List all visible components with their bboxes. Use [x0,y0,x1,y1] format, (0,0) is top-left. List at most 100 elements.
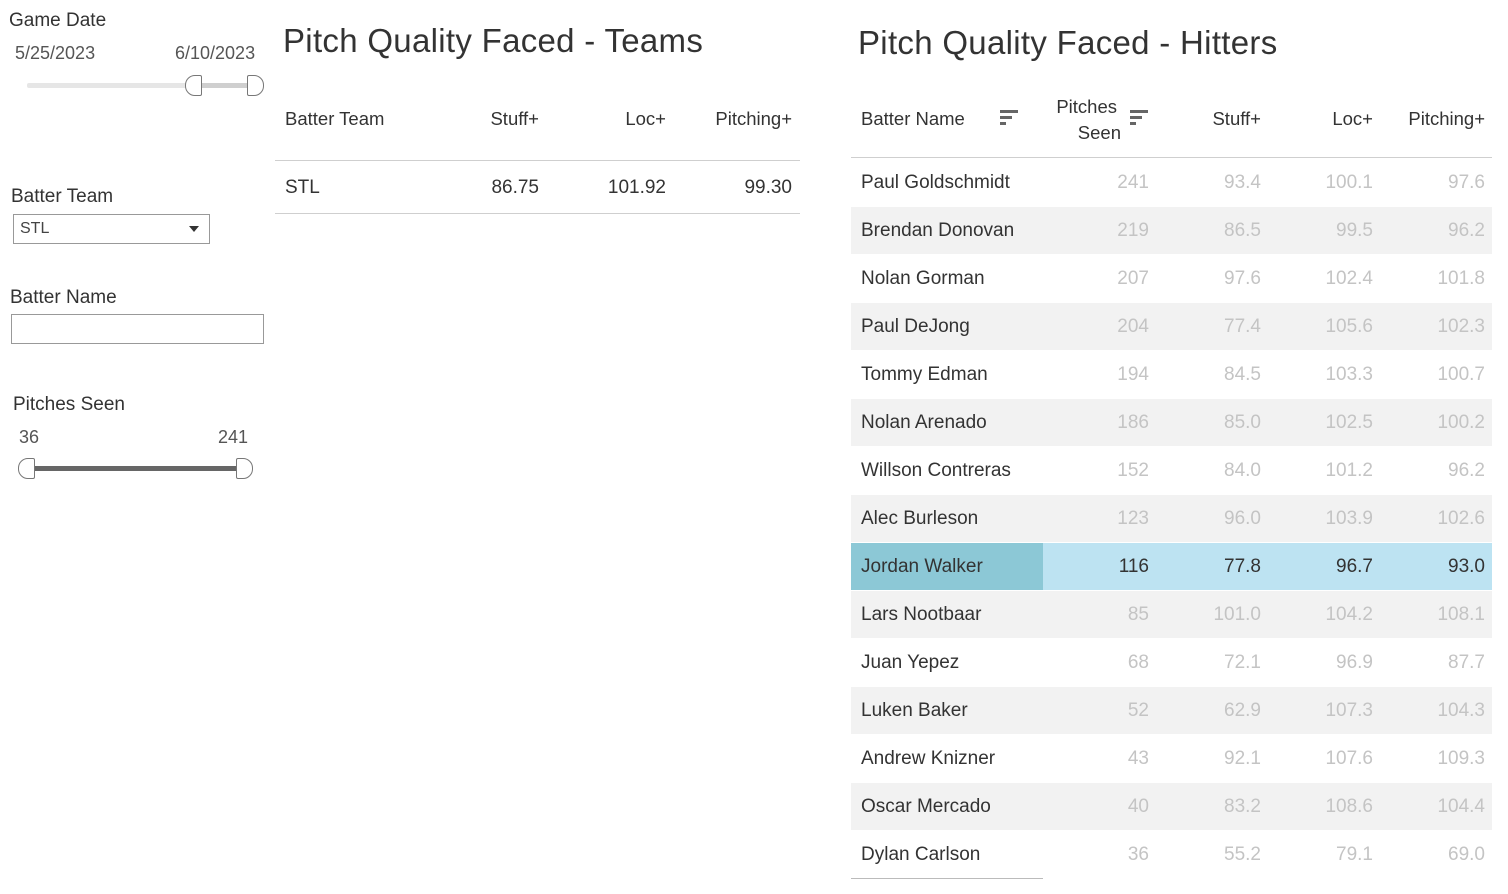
hitters-cell-stuff: 85.0 [1224,412,1261,433]
teams-header-stuff[interactable]: Stuff+ [490,108,539,129]
table-row[interactable]: Lars Nootbaar 85 101.0 104.2 108.1 [851,591,1492,638]
table-row[interactable]: Jordan Walker 116 77.8 96.7 93.0 [851,543,1492,590]
hitters-cell-loc: 101.2 [1325,460,1373,481]
teams-sheet-title: Pitch Quality Faced - Teams [283,22,704,59]
hitters-header-pitching[interactable]: Pitching+ [1408,108,1485,129]
hitters-cell-pitching: 96.2 [1448,220,1485,241]
hitters-cell-pitching: 69.0 [1448,844,1485,865]
table-row[interactable]: Paul Goldschmidt 241 93.4 100.1 97.6 [851,159,1492,206]
hitters-cell-pitching: 100.7 [1437,364,1485,385]
hitters-cell-loc: 99.5 [1336,220,1373,241]
row-name-background [851,447,1043,494]
hitters-cell-stuff: 101.0 [1213,604,1261,625]
row-name-background [851,303,1043,350]
pitches-seen-max-handle[interactable] [236,458,253,479]
hitters-bottom-divider [851,878,1043,879]
teams-row-divider [275,213,800,214]
hitters-cell-pitching: 87.7 [1448,652,1485,673]
hitters-header-batter-name[interactable]: Batter Name [861,108,965,129]
row-name-background [851,543,1043,590]
table-row[interactable]: Oscar Mercado 40 83.2 108.6 104.4 [851,783,1492,830]
hitters-header-pitches[interactable]: Pitches [1056,96,1117,117]
hitters-cell-pitches: 40 [1127,796,1149,817]
row-value-background [1043,207,1492,254]
hitters-cell-stuff: 96.0 [1224,508,1261,529]
hitters-cell-pitching: 102.3 [1437,316,1485,337]
hitters-cell-pitching: 109.3 [1437,748,1485,769]
hitters-cell-name: Nolan Arenado [861,412,987,433]
table-row[interactable]: Nolan Gorman 207 97.6 102.4 101.8 [851,255,1492,302]
game-date-filter-title: Game Date [9,10,107,31]
table-row[interactable]: Brendan Donovan 219 86.5 99.5 96.2 [851,207,1492,254]
row-name-background [851,159,1043,206]
teams-header-batter-team[interactable]: Batter Team [285,108,385,129]
hitters-cell-stuff: 86.5 [1224,220,1261,241]
hitters-cell-loc: 103.3 [1325,364,1373,385]
hitters-header-seen[interactable]: Seen [1077,122,1121,143]
row-value-background [1043,687,1492,734]
hitters-header-stuff[interactable]: Stuff+ [1212,108,1261,129]
pitches-seen-slider-fill [30,466,244,471]
row-value-background [1043,831,1492,878]
hitters-cell-pitches: 186 [1117,412,1149,433]
teams-header-pitching[interactable]: Pitching+ [715,108,792,129]
hitters-cell-stuff: 84.5 [1224,364,1261,385]
table-row[interactable]: Dylan Carlson 36 55.2 79.1 69.0 [851,831,1492,878]
hitters-cell-loc: 103.9 [1325,508,1373,529]
table-row[interactable]: Andrew Knizner 43 92.1 107.6 109.3 [851,735,1492,782]
hitters-cell-name: Brendan Donovan [861,220,1015,241]
hitters-cell-loc: 105.6 [1325,316,1373,337]
row-value-background [1043,735,1492,782]
game-date-end-handle[interactable] [247,75,264,96]
row-name-background [851,687,1043,734]
hitters-cell-pitches: 116 [1118,556,1149,577]
teams-cell-stuff: 86.75 [491,177,539,198]
hitters-cell-pitching: 100.2 [1437,412,1485,433]
row-name-background [851,207,1043,254]
hitters-cell-name: Alec Burleson [861,508,979,529]
hitters-header-loc[interactable]: Loc+ [1332,108,1373,129]
hitters-cell-loc: 104.2 [1325,604,1373,625]
chevron-down-icon[interactable] [189,226,199,232]
game-date-start-handle[interactable] [185,75,202,96]
sort-icon[interactable] [1130,110,1148,126]
table-row[interactable]: Willson Contreras 152 84.0 101.2 96.2 [851,447,1492,494]
hitters-sheet-title: Pitch Quality Faced - Hitters [858,24,1278,61]
row-name-background [851,735,1043,782]
row-value-background [1043,591,1492,638]
batter-team-filter-title: Batter Team [11,186,114,207]
table-row[interactable]: Juan Yepez 68 72.1 96.9 87.7 [851,639,1492,686]
hitters-cell-name: Juan Yepez [861,652,960,673]
table-row[interactable]: Nolan Arenado 186 85.0 102.5 100.2 [851,399,1492,446]
row-value-background [1043,399,1492,446]
hitters-cell-name: Dylan Carlson [861,844,981,865]
pitches-seen-min-handle[interactable] [18,458,35,479]
table-row[interactable]: Alec Burleson 123 96.0 103.9 102.6 [851,495,1492,542]
hitters-cell-stuff: 84.0 [1224,460,1261,481]
table-row[interactable]: Paul DeJong 204 77.4 105.6 102.3 [851,303,1492,350]
teams-cell-team: STL [285,177,320,198]
row-value-background [1043,159,1492,206]
row-name-background [851,639,1043,686]
teams-header-loc[interactable]: Loc+ [625,108,666,129]
hitters-cell-pitching: 104.3 [1437,700,1485,721]
sort-icon[interactable] [1000,110,1018,126]
hitters-cell-pitching: 101.8 [1437,268,1485,289]
row-value-background [1043,447,1492,494]
hitters-cell-loc: 102.4 [1325,268,1373,289]
batter-name-input[interactable] [11,314,264,344]
pitches-seen-max-label: 241 [218,427,249,447]
hitters-cell-name: Willson Contreras [861,460,1011,481]
batter-team-selected-value: STL [20,220,50,237]
row-value-background [1043,639,1492,686]
hitters-cell-pitches: 207 [1117,268,1149,289]
row-name-background [851,351,1043,398]
hitters-cell-loc: 96.9 [1336,652,1373,673]
table-row[interactable]: Tommy Edman 194 84.5 103.3 100.7 [851,351,1492,398]
game-date-slider-track[interactable] [27,83,257,88]
hitters-cell-stuff: 72.1 [1224,652,1261,673]
hitters-cell-pitches: 43 [1127,748,1149,769]
table-row[interactable]: Luken Baker 52 62.9 107.3 104.3 [851,687,1492,734]
row-name-background [851,591,1043,638]
batter-team-dropdown[interactable]: STL [13,214,210,244]
